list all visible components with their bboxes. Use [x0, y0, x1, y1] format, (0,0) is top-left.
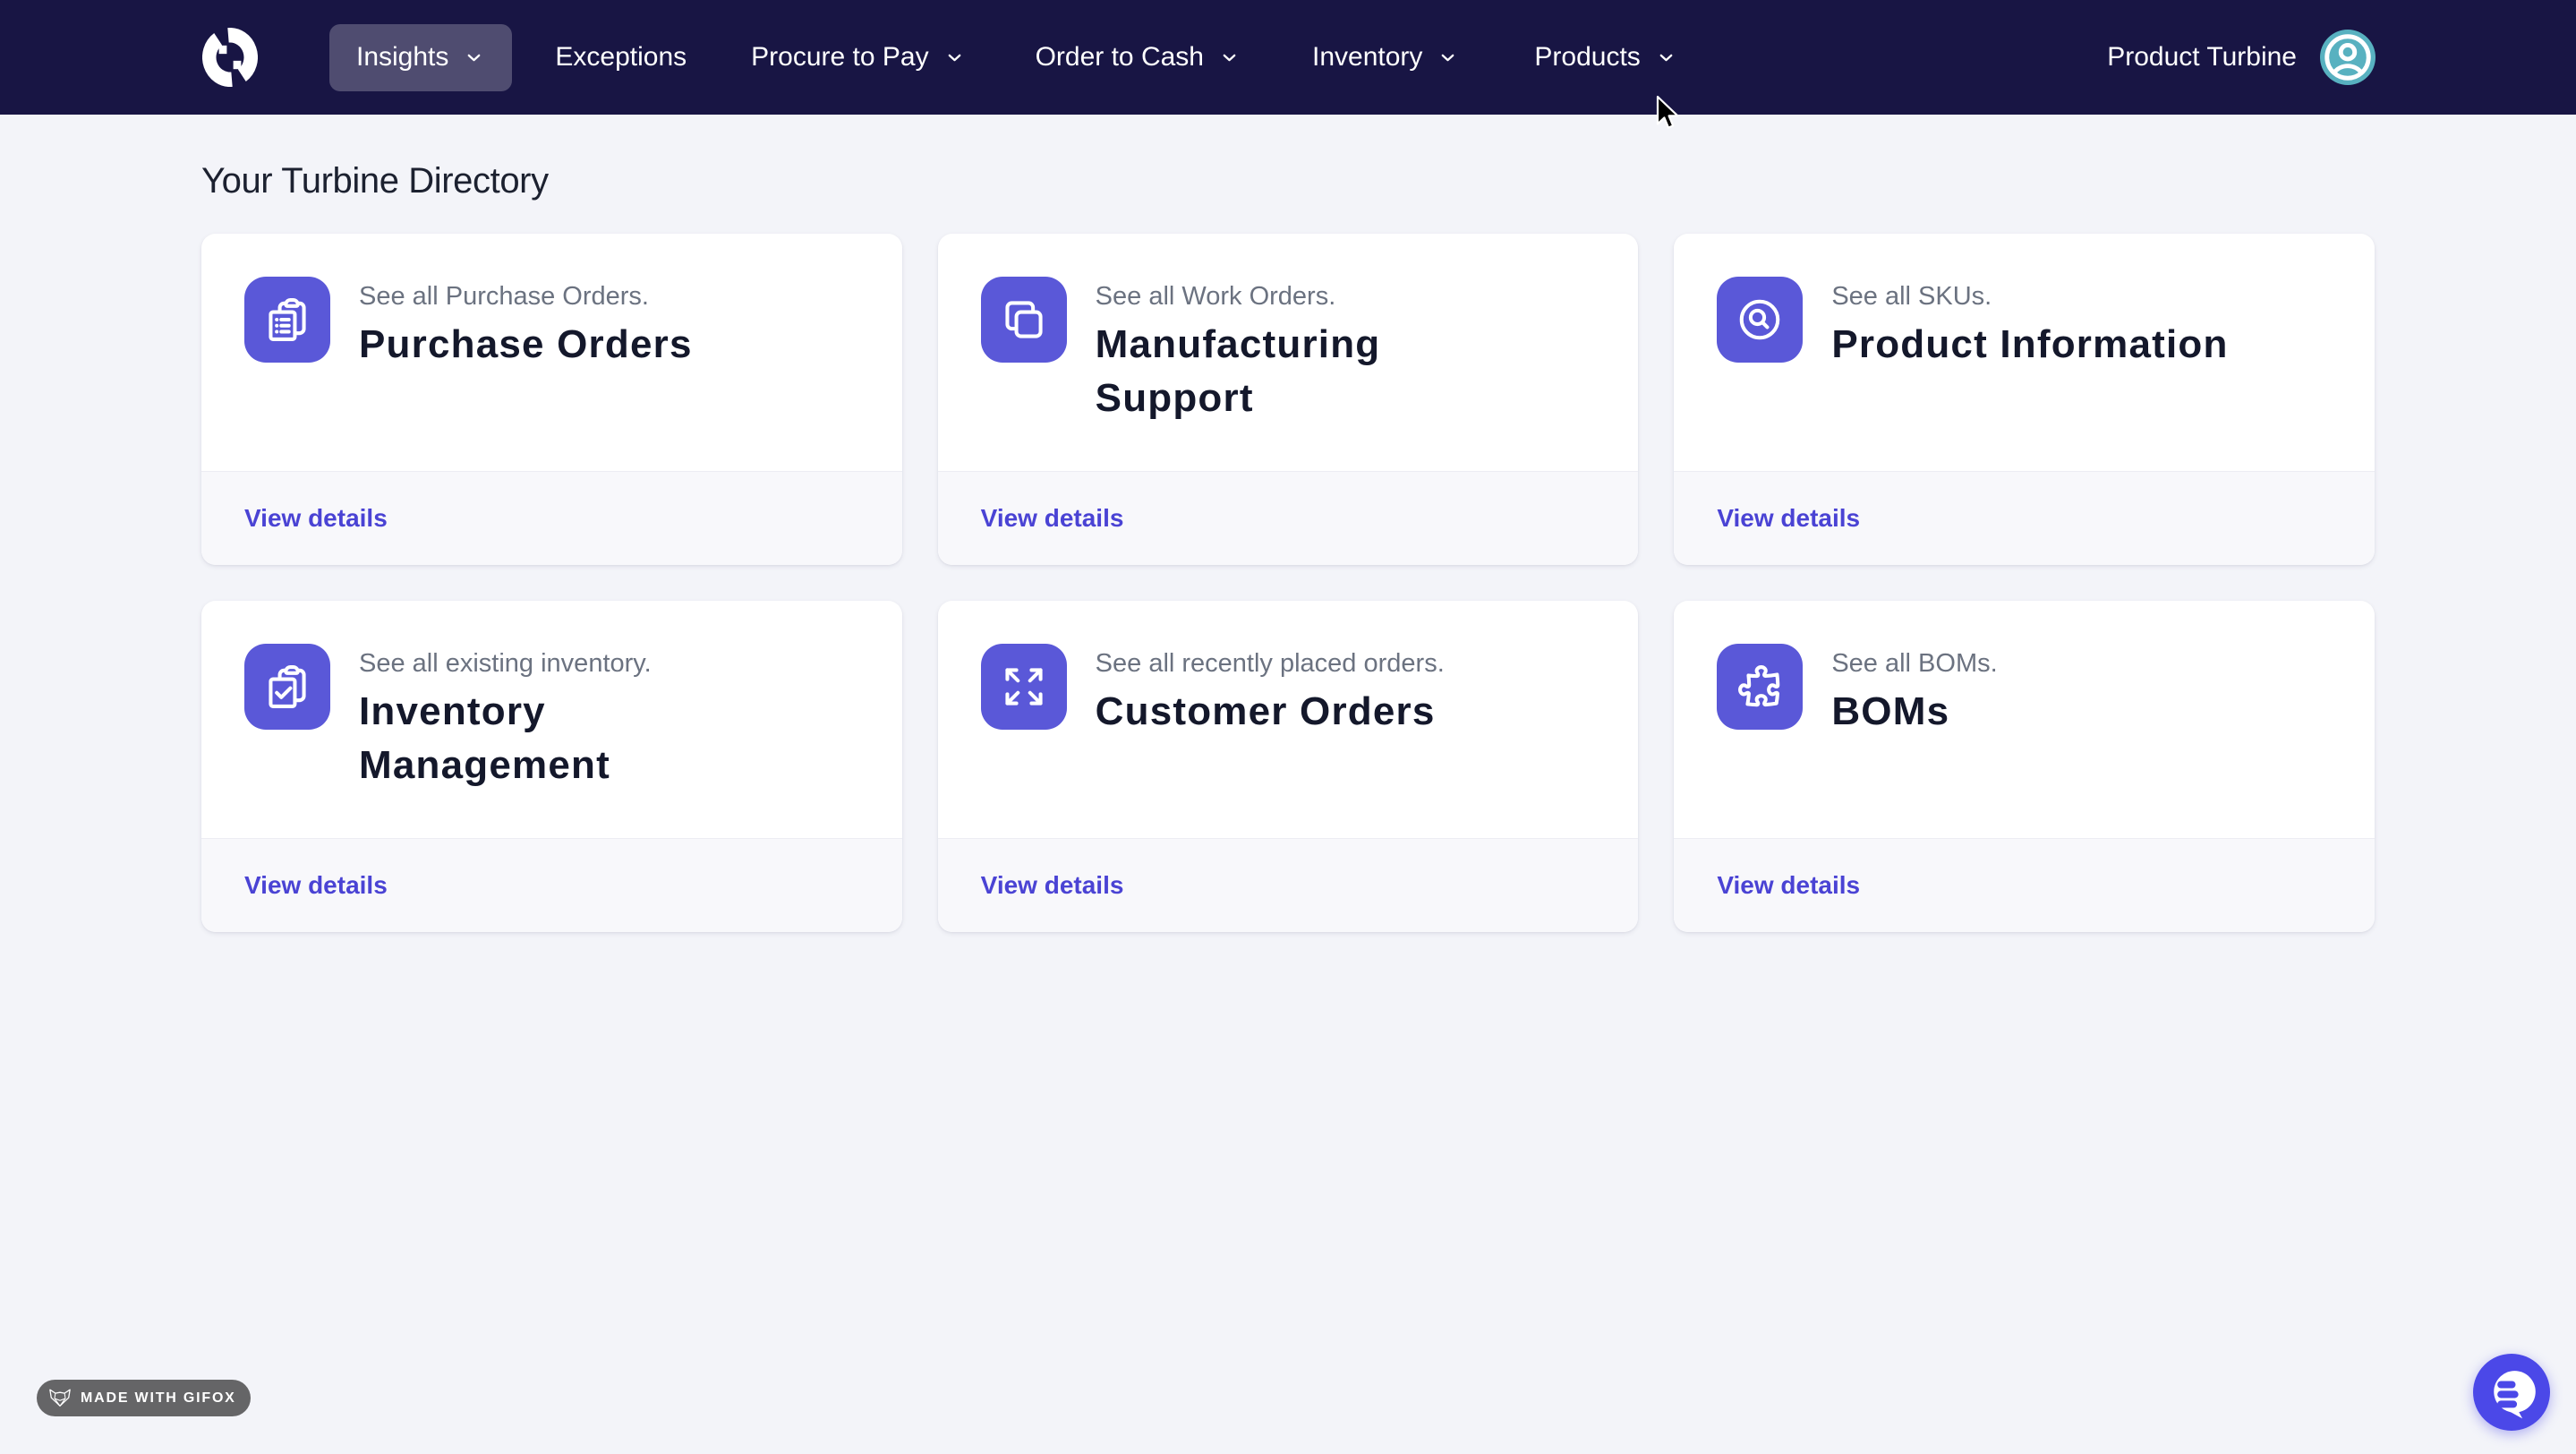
- card-title: BOMs: [1831, 689, 1950, 733]
- nav-item-label: Products: [1534, 42, 1641, 72]
- chat-bubble-icon: [2494, 1371, 2536, 1419]
- card-description: See all Purchase Orders.: [359, 282, 649, 311]
- view-details-link[interactable]: View details: [1717, 504, 1861, 532]
- made-with-gifox-badge[interactable]: MADE WITH GIFOX: [37, 1380, 251, 1416]
- user-circle-icon: [2324, 34, 2371, 81]
- square-2-stack-icon: [980, 277, 1067, 363]
- card-title: Customer Orders: [1095, 689, 1436, 733]
- card-description: See all BOMs.: [1831, 649, 1998, 678]
- card-manufacturing-support: See all Work Orders. Manufacturing Suppo…: [937, 234, 1639, 565]
- directory-grid: See all Purchase Orders. Purchase Orders…: [201, 234, 2375, 932]
- nav-item-label: Insights: [356, 42, 449, 72]
- card-inventory-management: See all existing inventory. Inventory Ma…: [201, 601, 902, 932]
- nav-item-exceptions[interactable]: Exceptions: [555, 42, 687, 73]
- card-title: Manufacturing Support: [1095, 322, 1381, 420]
- card-product-information: See all SKUs. Product Information View d…: [1674, 234, 2375, 565]
- card-description: See all Work Orders.: [1095, 282, 1336, 311]
- view-details-link[interactable]: View details: [244, 871, 388, 899]
- card-boms: See all BOMs. BOMs View details: [1674, 601, 2375, 932]
- nav-item-label: Inventory: [1312, 42, 1423, 72]
- clipboard-document-list-icon: [244, 277, 330, 363]
- card-description: See all existing inventory.: [359, 649, 652, 678]
- nav-item-label: Procure to Pay: [751, 42, 929, 72]
- nav-item-label: Order to Cash: [1035, 42, 1204, 72]
- page-title: Your Turbine Directory: [201, 161, 549, 201]
- chevron-down-icon: [948, 54, 960, 61]
- top-navbar: Insights Exceptions Procure to Pay Order…: [0, 0, 2576, 115]
- puzzle-piece-icon: [1717, 644, 1804, 730]
- magnifying-glass-circle-icon: [1717, 277, 1804, 363]
- card-title: Inventory Management: [359, 689, 610, 787]
- fox-icon: [49, 1389, 71, 1407]
- chevron-down-icon: [1442, 54, 1454, 61]
- app-logo[interactable]: [202, 28, 258, 87]
- user-menu[interactable]: Product Turbine: [2107, 30, 2376, 85]
- card-purchase-orders: See all Purchase Orders. Purchase Orders…: [201, 234, 902, 565]
- chevron-down-icon: [468, 54, 481, 61]
- nav-menu: Insights Exceptions Procure to Pay Order…: [329, 23, 1677, 91]
- user-label: Product Turbine: [2107, 42, 2297, 72]
- main-content: Your Turbine Directory See all Purchase …: [0, 115, 2576, 932]
- card-description: See all recently placed orders.: [1095, 649, 1445, 678]
- mouse-cursor: [1656, 95, 1679, 129]
- view-details-link[interactable]: View details: [1717, 871, 1861, 899]
- arrows-pointing-out-icon: [980, 644, 1067, 730]
- badge-label: MADE WITH GIFOX: [81, 1390, 236, 1406]
- nav-item-insights[interactable]: Insights: [329, 23, 513, 91]
- view-details-link[interactable]: View details: [980, 504, 1124, 532]
- card-title: Product Information: [1831, 322, 2229, 366]
- user-avatar[interactable]: [2320, 30, 2376, 85]
- chevron-down-icon: [1223, 54, 1236, 61]
- card-description: See all SKUs.: [1831, 282, 1992, 311]
- card-title: Purchase Orders: [359, 322, 693, 366]
- nav-item-procure-to-pay[interactable]: Procure to Pay: [751, 42, 965, 73]
- nav-item-label: Exceptions: [555, 42, 687, 72]
- chevron-down-icon: [1659, 54, 1673, 61]
- nav-item-order-to-cash[interactable]: Order to Cash: [1036, 42, 1241, 73]
- card-customer-orders: See all recently placed orders. Customer…: [937, 601, 1639, 932]
- nav-item-inventory[interactable]: Inventory: [1312, 42, 1459, 73]
- view-details-link[interactable]: View details: [244, 504, 388, 532]
- clipboard-document-check-icon: [244, 644, 330, 730]
- chat-widget-button[interactable]: [2473, 1354, 2550, 1431]
- nav-item-products[interactable]: Products: [1534, 42, 1676, 73]
- view-details-link[interactable]: View details: [980, 871, 1124, 899]
